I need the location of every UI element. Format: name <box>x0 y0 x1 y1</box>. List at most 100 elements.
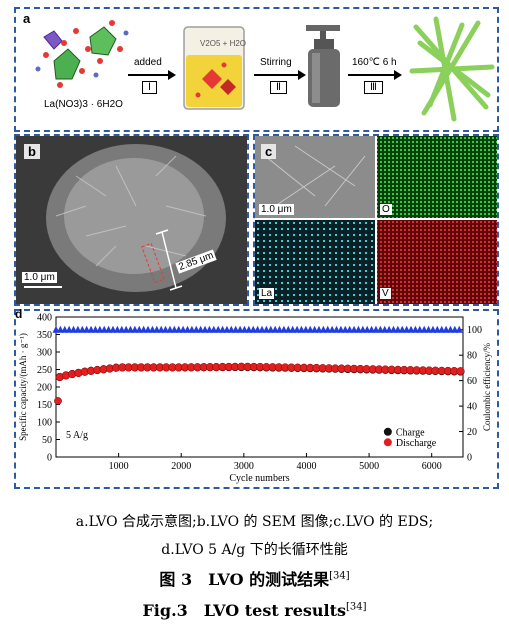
efficiency-point <box>302 325 310 333</box>
efficiency-point <box>306 325 314 333</box>
efficiency-point <box>280 325 288 333</box>
efficiency-point <box>148 325 156 333</box>
efficiency-point <box>113 325 121 333</box>
panel-a-tag: a <box>23 11 31 26</box>
x-tick-label: 5000 <box>359 461 379 472</box>
precursor-crystal-icon <box>35 20 129 88</box>
x-tick-label: 4000 <box>296 461 316 472</box>
efficiency-point <box>188 325 196 333</box>
sem-image <box>16 136 247 304</box>
efficiency-point <box>394 325 402 333</box>
efficiency-point <box>429 325 437 333</box>
panel-b: b 1.0 μm 2.85 μm <box>14 134 249 306</box>
efficiency-point <box>96 325 104 333</box>
efficiency-point <box>140 325 148 333</box>
y-left-tick-label: 400 <box>37 313 52 324</box>
y-right-tick-label: 80 <box>467 351 477 362</box>
efficiency-point <box>315 325 323 333</box>
efficiency-point <box>83 325 91 333</box>
efficiency-point <box>131 325 139 333</box>
nanowire-icon <box>409 16 495 122</box>
efficiency-point <box>197 325 205 333</box>
discharge-point <box>456 367 465 376</box>
efficiency-point <box>442 325 450 333</box>
panel-c-tag: c <box>261 144 277 159</box>
efficiency-point <box>127 325 135 333</box>
efficiency-point <box>359 325 367 333</box>
efficiency-point <box>381 325 389 333</box>
efficiency-point <box>157 325 165 333</box>
efficiency-point <box>389 325 397 333</box>
efficiency-point <box>438 325 446 333</box>
y-left-tick-label: 100 <box>37 418 52 429</box>
efficiency-point <box>201 325 209 333</box>
x-tick-label: 1000 <box>109 461 129 472</box>
efficiency-point <box>425 325 433 333</box>
eds-scale-label: 1.0 μm <box>259 204 294 215</box>
step-3-roman: Ⅲ <box>364 81 383 94</box>
efficiency-point <box>245 325 253 333</box>
citation-ref-cn: [34] <box>329 570 350 582</box>
x-axis-label: Cycle numbers <box>229 473 289 484</box>
efficiency-point <box>341 325 349 333</box>
efficiency-point <box>240 325 248 333</box>
efficiency-point <box>232 325 240 333</box>
efficiency-point <box>65 325 73 333</box>
efficiency-point <box>271 325 279 333</box>
efficiency-point <box>223 325 231 333</box>
panel-a-scheme <box>35 16 495 122</box>
efficiency-point <box>297 325 305 333</box>
figure-title-en-text: Fig.3 LVO test results <box>142 601 347 620</box>
efficiency-point <box>293 325 301 333</box>
sem-scale-bar-label: 1.0 μm <box>22 272 57 283</box>
y-left-tick-label: 250 <box>37 365 52 376</box>
y-left-tick-label: 300 <box>37 348 52 359</box>
efficiency-point <box>70 325 78 333</box>
efficiency-point <box>398 325 406 333</box>
y-left-tick-label: 350 <box>37 330 52 341</box>
efficiency-point <box>227 325 235 333</box>
panel-c: c 1.0 μm O La V <box>253 134 499 306</box>
efficiency-point <box>236 325 244 333</box>
step-3-label: 160℃ 6 h <box>352 57 397 68</box>
efficiency-point <box>328 325 336 333</box>
efficiency-point <box>284 325 292 333</box>
efficiency-point <box>411 325 419 333</box>
efficiency-point <box>205 325 213 333</box>
efficiency-point <box>337 325 345 333</box>
efficiency-point <box>210 325 218 333</box>
efficiency-point <box>109 325 117 333</box>
legend-discharge-label: Discharge <box>396 438 437 449</box>
efficiency-point <box>372 325 380 333</box>
efficiency-point <box>56 325 64 333</box>
step-1-roman: Ⅰ <box>142 81 157 94</box>
y-left-axis-label: Specific capacity/(mAh · g⁻¹) <box>18 333 28 441</box>
efficiency-point <box>192 325 200 333</box>
legend-charge-marker <box>383 427 392 436</box>
efficiency-point <box>324 325 332 333</box>
efficiency-point <box>214 325 222 333</box>
efficiency-point <box>153 325 161 333</box>
beaker-icon <box>183 26 245 110</box>
efficiency-point <box>166 325 174 333</box>
efficiency-point <box>311 325 319 333</box>
solution-label: V2O5 + H2O <box>200 39 247 48</box>
y-right-axis-label: Coulombic efficiency/% <box>482 342 492 431</box>
map-label-v: V <box>380 288 391 299</box>
efficiency-point <box>135 325 143 333</box>
efficiency-point <box>319 325 327 333</box>
efficiency-point <box>354 325 362 333</box>
legend-charge-label: Charge <box>396 427 425 438</box>
legend-discharge-marker <box>383 438 392 447</box>
efficiency-point <box>289 325 297 333</box>
efficiency-point <box>420 325 428 333</box>
step-2-label: Stirring <box>260 57 292 68</box>
efficiency-point <box>416 325 424 333</box>
efficiency-point <box>100 325 108 333</box>
efficiency-point <box>105 325 113 333</box>
caption-line-2: d.LVO 5 A/g 下的长循环性能 <box>161 542 348 558</box>
discharge-point <box>54 397 62 405</box>
y-left-tick-label: 200 <box>37 383 52 394</box>
x-tick-label: 2000 <box>171 461 191 472</box>
figure-title-cn: 图 3 LVO 的测试结果[34] <box>0 566 509 590</box>
